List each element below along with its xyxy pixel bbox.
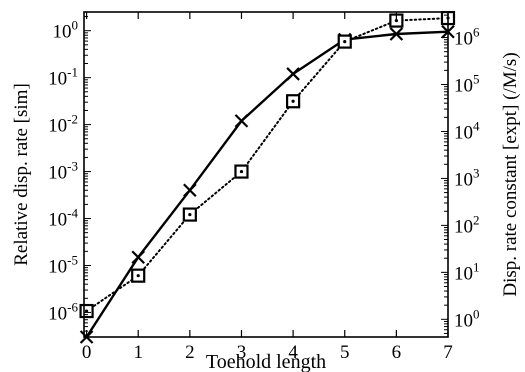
right-y-tick-label: 106 (454, 25, 480, 50)
series-2-line (85, 17, 449, 312)
left-y-tick-label: 10-3 (48, 159, 78, 184)
left-y-axis-label: Relative disp. rate [sim] (11, 83, 32, 266)
x-marker (131, 250, 145, 264)
left-y-tick-label: 100 (53, 18, 79, 43)
square-marker-dot (188, 212, 192, 217)
right-y-tick-label: 103 (454, 165, 480, 190)
x-marker-stroke (183, 183, 197, 198)
square-marker-dot (291, 99, 295, 103)
x-tick-label: 2 (185, 342, 195, 363)
x-marker (286, 67, 300, 81)
x-tick-label: 0 (82, 342, 92, 363)
x-tick-label: 5 (340, 342, 350, 363)
right-y-tick-label: 105 (454, 72, 480, 97)
series-1-line (85, 30, 449, 338)
left-y-tick-label: 10-6 (48, 299, 78, 324)
square-marker (182, 207, 197, 222)
square-marker-dot (394, 18, 398, 23)
x-marker-stroke (234, 114, 249, 128)
x-tick-label: 1 (133, 342, 143, 363)
square-marker (131, 268, 146, 283)
square-marker (337, 34, 352, 49)
right-y-tick-label: 102 (454, 212, 480, 237)
left-y-tick-label: 10-4 (48, 206, 78, 231)
square-marker-dot (343, 39, 347, 44)
square-marker-dot (136, 274, 140, 278)
x-marker-stroke (389, 27, 404, 41)
x-axis-label: Toehold length (206, 351, 326, 372)
x-marker (183, 183, 197, 198)
right-y-tick-label: 101 (454, 259, 480, 284)
x-tick-label: 7 (443, 342, 453, 363)
square-marker (234, 164, 249, 179)
axes: 0 1 2 3 4 5 6 710010-110-210-310-410-510-610610… (48, 12, 480, 363)
x-marker (234, 114, 249, 128)
square-marker-dot (239, 169, 244, 174)
x-tick-label: 4 (288, 342, 298, 363)
right-y-tick-label: 100 (454, 306, 480, 331)
plot-marks (79, 10, 456, 344)
square-marker (286, 94, 301, 109)
left-y-tick-label: 10-2 (48, 112, 78, 137)
x-marker-stroke (131, 250, 145, 264)
left-y-tick-label: 10-5 (48, 252, 78, 277)
x-marker (389, 27, 404, 41)
x-tick-label: 3 (237, 342, 247, 363)
plot-frame (83, 11, 449, 338)
x-tick-label: 6 (392, 342, 402, 363)
square-marker-dot (84, 309, 89, 313)
left-y-tick-label: 10-1 (48, 65, 78, 90)
right-y-tick-label: 104 (454, 118, 480, 143)
x-marker-stroke (286, 67, 300, 81)
square-marker (79, 303, 94, 319)
right-y-axis-label: Disp. rate constant [expt] (/M/s) (500, 52, 521, 296)
